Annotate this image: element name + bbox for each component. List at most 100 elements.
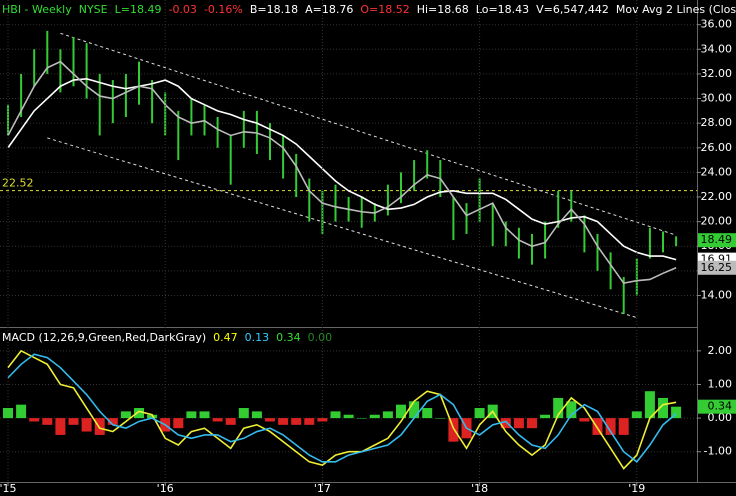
histogram-bar — [3, 408, 13, 419]
histogram-bar — [16, 404, 27, 419]
histogram-bar — [107, 418, 118, 425]
histogram-bar — [212, 418, 223, 422]
histogram-bar — [330, 411, 341, 419]
header: HBI - Weekly NYSE L=18.49 -0.03 -0.16% B=18.1… — [2, 3, 736, 16]
histogram-bar — [304, 418, 315, 425]
x-tick-label: '16 — [157, 482, 174, 495]
y-tick-label: 30.00 — [701, 92, 733, 105]
histogram-bar — [199, 411, 210, 419]
histogram-bar — [474, 408, 485, 419]
histogram-bar — [605, 418, 616, 435]
histogram-bar — [81, 418, 92, 432]
histogram-bar — [369, 414, 380, 419]
header-item: -0.16% — [204, 3, 243, 16]
histogram-bar — [540, 414, 551, 419]
histogram-bar — [592, 418, 603, 435]
header-item: Hi=18.68 — [417, 3, 469, 16]
header-item: NYSE — [79, 3, 108, 16]
histogram-bar — [644, 391, 655, 419]
histogram-bar — [435, 418, 446, 419]
y-tick-label: 24.00 — [701, 165, 733, 178]
header-item: O=18.52 — [360, 3, 409, 16]
value-box — [698, 399, 736, 414]
histogram-bar — [631, 411, 642, 419]
x-tick-label: '15 — [0, 482, 17, 495]
histogram-bar — [513, 418, 524, 429]
value-label: 16.25 — [701, 261, 733, 274]
histogram-bar — [186, 411, 197, 419]
histogram-bar — [671, 406, 682, 419]
histogram-bar — [422, 408, 433, 419]
histogram-bar — [291, 418, 302, 425]
y-tick-label: 14.00 — [701, 288, 733, 301]
x-tick-label: '19 — [628, 482, 645, 495]
histogram-bar — [238, 408, 249, 419]
header-item: 0.34 — [276, 331, 301, 344]
moving-average — [7, 60, 677, 285]
histogram-bar — [658, 397, 668, 419]
histogram-bar — [265, 418, 275, 422]
header-item: Mov Avg 2 Lines (Close,20,40,0) — [616, 3, 736, 16]
histogram-bar — [527, 418, 537, 429]
histogram-bar — [618, 418, 629, 435]
header-item: -0.03 — [168, 3, 196, 16]
histogram-bar — [356, 418, 367, 419]
y-tick-label: 1.00 — [708, 377, 733, 390]
y-tick-label: 0.00 — [708, 411, 733, 424]
y-tick-label: 22.00 — [701, 190, 733, 203]
header: MACD (12,26,9,Green,Red,DarkGray) 0.47 0.1… — [2, 331, 332, 344]
header-item: 0.13 — [245, 331, 270, 344]
y-tick-label: 34.00 — [701, 42, 733, 55]
histogram-bar — [579, 418, 590, 422]
histogram-bar — [448, 418, 459, 442]
histogram-bar — [566, 401, 577, 419]
histogram-bar — [134, 408, 144, 419]
histogram-bar — [120, 411, 131, 419]
histogram-bar — [553, 397, 564, 419]
macd-line — [7, 353, 677, 463]
histogram-bar — [251, 411, 262, 419]
histogram-bar — [409, 401, 420, 419]
y-tick-label: 26.00 — [701, 141, 733, 154]
histogram-bar — [173, 418, 184, 429]
header-item: L=18.49 — [115, 3, 162, 16]
y-tick-label: 2.00 — [708, 344, 733, 357]
trendline — [47, 137, 637, 319]
y-tick-label: -1.00 — [704, 445, 732, 458]
histogram-bar — [55, 418, 66, 435]
value-label: 18.49 — [701, 233, 733, 246]
header-item: Lo=18.43 — [476, 3, 529, 16]
header-item: 0.47 — [213, 331, 238, 344]
x-tick-label: '17 — [314, 482, 331, 495]
header-item: MACD (12,26,9,Green,Red,DarkGray) — [2, 331, 206, 344]
histogram-bar — [29, 418, 40, 422]
histogram-bar — [94, 418, 105, 435]
header-item: HBI - Weekly — [2, 3, 72, 16]
histogram-bar — [147, 414, 158, 419]
histogram-bar — [68, 418, 79, 425]
histogram-bar — [500, 418, 511, 429]
histogram-bar — [225, 418, 236, 425]
value-box — [698, 260, 736, 275]
header-item: 0.00 — [308, 331, 333, 344]
header-item: A=18.76 — [305, 3, 353, 16]
x-tick-label: '18 — [471, 482, 488, 495]
y-tick-label: 32.00 — [701, 67, 733, 80]
y-tick-label: 20.00 — [701, 215, 733, 228]
histogram-bar — [343, 414, 354, 419]
histogram-bar — [317, 418, 328, 422]
histogram-bar — [382, 411, 393, 419]
header-item: B=18.18 — [250, 3, 298, 16]
value-label: 0.34 — [708, 400, 733, 413]
histogram-bar — [396, 404, 406, 419]
histogram-bar — [42, 418, 53, 425]
y-tick-label: 28.00 — [701, 116, 733, 129]
y-tick-label: 36.00 — [701, 18, 733, 31]
value-box — [698, 233, 736, 248]
moving-average — [7, 78, 677, 261]
header-item: V=6,547,442 — [536, 3, 609, 16]
price-line-label: 22.52 — [2, 177, 34, 190]
histogram-bar — [278, 418, 289, 425]
